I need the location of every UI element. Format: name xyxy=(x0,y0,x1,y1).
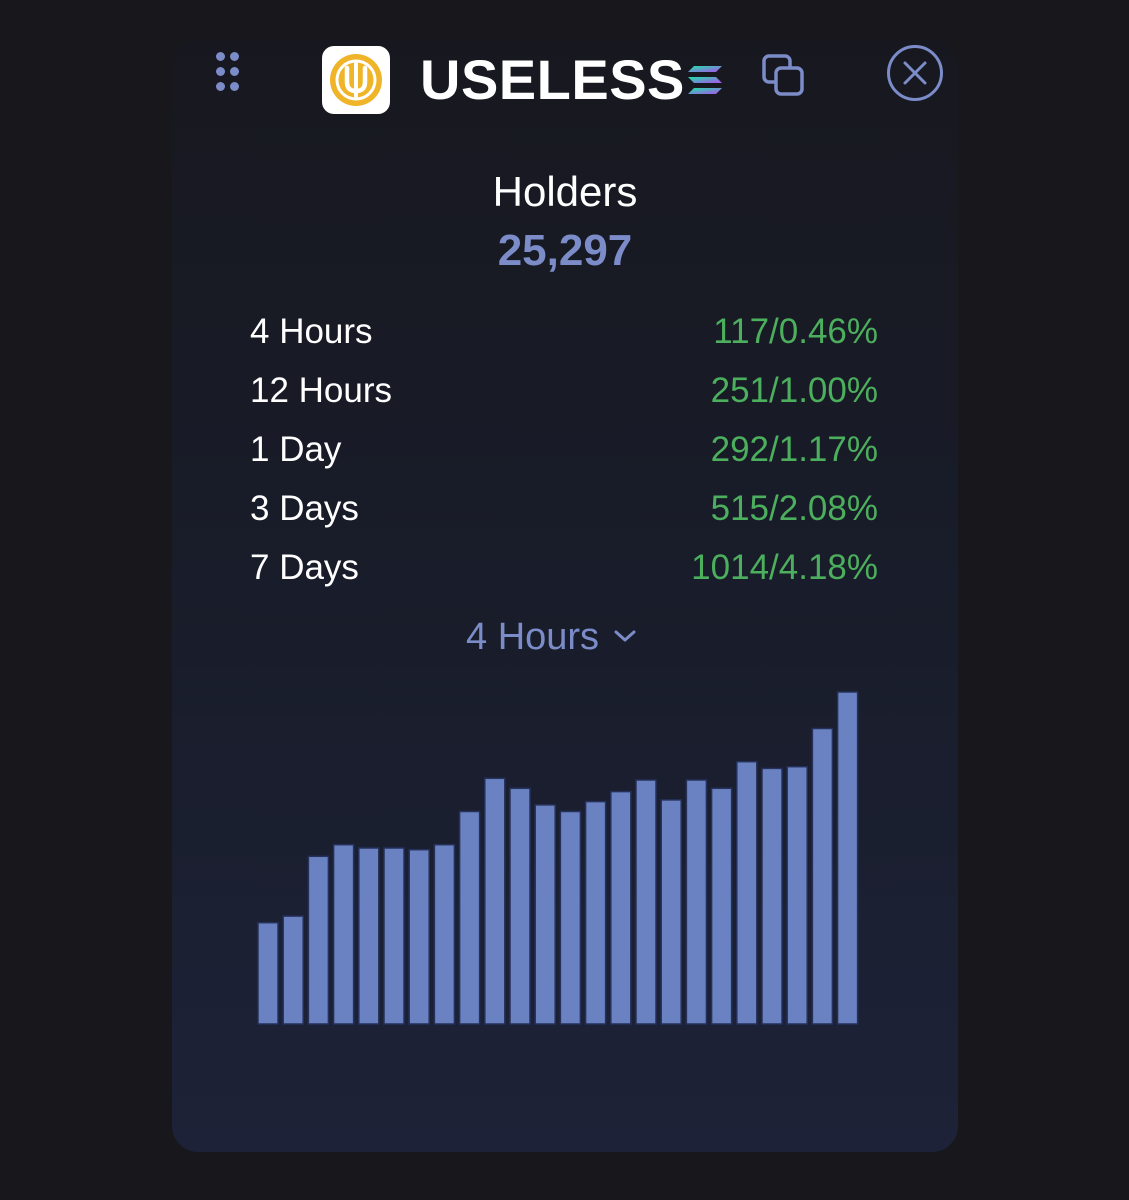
chart-bar xyxy=(307,855,330,1025)
chart-bar xyxy=(433,843,456,1025)
stat-label: 1 Day xyxy=(250,430,342,469)
period-dropdown[interactable]: 4 Hours xyxy=(466,612,637,662)
chart-bar xyxy=(635,779,657,1025)
chart-bar xyxy=(736,760,758,1025)
chart-bar xyxy=(660,799,682,1025)
stat-row-4-hours: 4 Hours 117/0.46% xyxy=(250,310,878,369)
chart-bar xyxy=(685,779,708,1025)
stat-value: 251/1.00% xyxy=(710,371,878,410)
stat-label: 4 Hours xyxy=(250,312,373,351)
stat-row-12-hours: 12 Hours 251/1.00% xyxy=(250,369,878,428)
stat-label: 12 Hours xyxy=(250,371,393,410)
holders-label: Holders xyxy=(492,168,638,215)
chart-bar xyxy=(836,691,859,1025)
holders-bar-chart xyxy=(257,691,859,1025)
stat-value: 117/0.46% xyxy=(713,312,878,351)
stat-row-1-day: 1 Day 292/1.17% xyxy=(250,428,878,487)
stat-value: 515/2.08% xyxy=(710,489,878,528)
stat-value: 1014/4.18% xyxy=(691,548,878,587)
token-name: USELESS xyxy=(420,48,685,111)
chart-bar xyxy=(484,777,506,1025)
chart-bar xyxy=(383,847,405,1025)
solana-icon xyxy=(688,66,722,94)
stat-row-3-days: 3 Days 515/2.08% xyxy=(250,487,878,546)
chart-bar xyxy=(710,787,733,1025)
close-icon[interactable] xyxy=(885,43,945,103)
chart-bar xyxy=(358,847,380,1025)
chart-bar xyxy=(509,787,531,1025)
chart-bar xyxy=(559,810,582,1025)
holders-count: 25,297 xyxy=(497,226,633,275)
useless-logo-icon xyxy=(322,46,390,114)
chart-bar xyxy=(811,727,834,1025)
chart-bar xyxy=(332,843,355,1025)
chart-bar xyxy=(282,915,304,1025)
chevron-down-icon xyxy=(614,630,636,642)
chart-bar xyxy=(458,810,481,1025)
chart-bar xyxy=(610,790,632,1025)
chart-bar xyxy=(257,921,279,1025)
chart-bar xyxy=(408,848,430,1025)
chart-bar xyxy=(534,804,556,1025)
copy-icon[interactable] xyxy=(760,52,808,100)
holder-change-list: 4 Hours 117/0.46% 12 Hours 251/1.00% 1 D… xyxy=(250,310,878,605)
stat-value: 292/1.17% xyxy=(710,430,878,469)
stat-label: 3 Days xyxy=(250,489,359,528)
chart-bar xyxy=(761,767,783,1025)
stat-row-7-days: 7 Days 1014/4.18% xyxy=(250,546,878,605)
stat-label: 7 Days xyxy=(250,548,359,587)
chart-bar xyxy=(786,765,808,1025)
period-dropdown-label: 4 Hours xyxy=(466,616,600,658)
drag-handle-icon[interactable] xyxy=(214,50,244,96)
chart-bar xyxy=(584,800,607,1025)
